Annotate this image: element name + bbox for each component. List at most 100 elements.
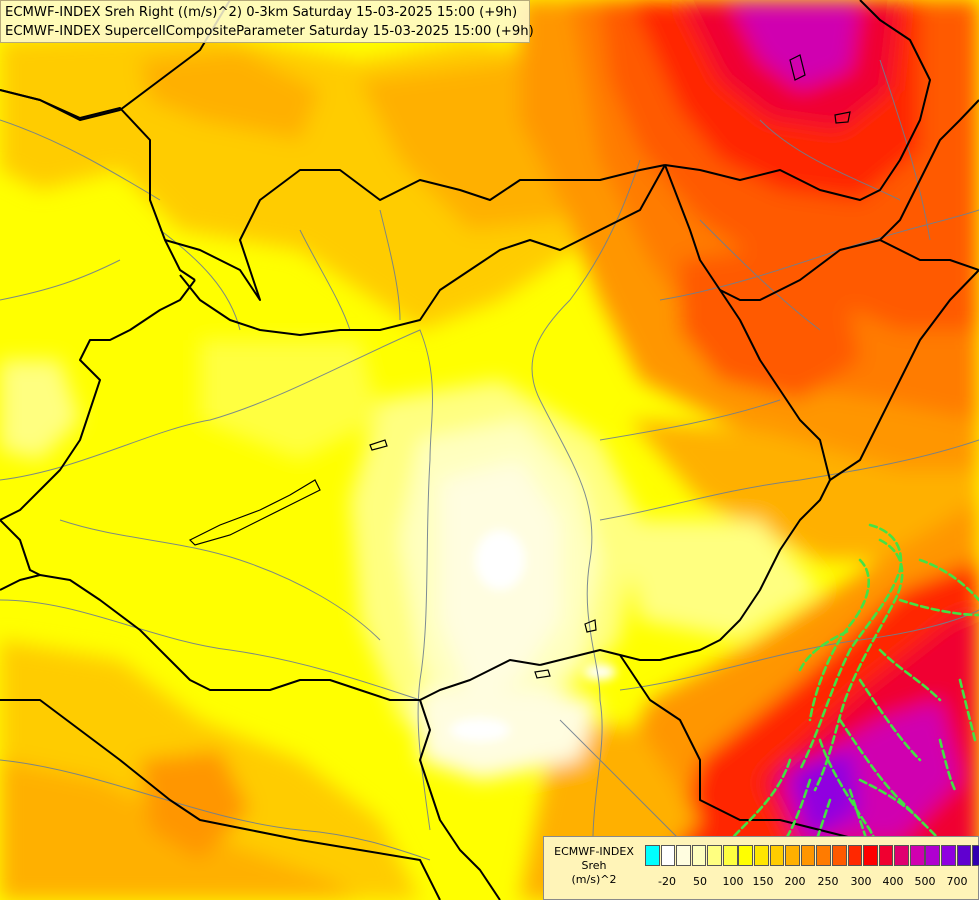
legend-tick-2: 100 bbox=[722, 875, 744, 888]
legend-title: ECMWF-INDEX Sreh (m/s)^2 bbox=[544, 845, 644, 887]
field-sw-dark bbox=[140, 750, 250, 860]
legend-swatch-14 bbox=[863, 845, 878, 866]
legend-tick-7: 400 bbox=[882, 875, 904, 888]
legend-swatch-18 bbox=[925, 845, 941, 866]
legend-swatch-6 bbox=[738, 845, 754, 866]
title-line-2: ECMWF-INDEX SupercellCompositeParameter … bbox=[5, 24, 534, 39]
lake-small-5 bbox=[584, 619, 597, 633]
legend-swatch-20 bbox=[956, 845, 972, 866]
lake-small-4 bbox=[534, 669, 551, 679]
field-w-light bbox=[0, 360, 80, 460]
scp-contour-8 bbox=[838, 718, 942, 842]
river-west-b bbox=[59, 519, 381, 641]
legend-swatch-11 bbox=[816, 845, 832, 866]
legend-tick-6: 300 bbox=[850, 875, 872, 888]
legend-swatch-0 bbox=[645, 845, 660, 866]
scp-contour-16 bbox=[798, 628, 852, 672]
scp-contour-15 bbox=[938, 738, 957, 792]
scp-contour-7 bbox=[858, 678, 922, 762]
legend-swatch-5 bbox=[722, 845, 738, 866]
border-slovakia-hungary bbox=[179, 164, 666, 336]
legend-swatch-12 bbox=[831, 845, 847, 866]
border-romania-moldova bbox=[879, 99, 979, 241]
title-line-1: ECMWF-INDEX Sreh Right ((m/s)^2) 0-3km S… bbox=[5, 5, 518, 20]
border-serbia-croatia bbox=[419, 699, 501, 900]
border-hungary-romania bbox=[539, 289, 831, 666]
field-e-orange bbox=[630, 420, 979, 560]
field-east-red bbox=[680, 250, 860, 400]
scp-contour-6 bbox=[878, 648, 942, 702]
border-hungary-serbia bbox=[419, 659, 541, 701]
river-sava bbox=[0, 759, 431, 861]
legend-swatch-15 bbox=[878, 845, 894, 866]
river-south-b bbox=[559, 719, 681, 841]
lake-small-1 bbox=[369, 439, 388, 451]
legend-swatch-13 bbox=[847, 845, 863, 866]
river-hron bbox=[379, 209, 401, 321]
rivers bbox=[0, 59, 979, 900]
legend-swatch-16 bbox=[894, 845, 909, 866]
field-s-cream bbox=[420, 690, 600, 780]
legend-tick-5: 250 bbox=[817, 875, 839, 888]
legend-title-unit: (m/s)^2 bbox=[571, 873, 617, 886]
field-whites bbox=[450, 530, 616, 742]
legend-swatch-9 bbox=[785, 845, 800, 866]
legend-swatch-8 bbox=[769, 845, 785, 866]
lake-balaton bbox=[188, 479, 321, 546]
field-e-light bbox=[620, 520, 820, 640]
legend-tick-0: -20 bbox=[658, 875, 676, 888]
river-vah bbox=[299, 229, 351, 331]
field-nw-amber bbox=[140, 50, 320, 140]
legend-swatch-2 bbox=[676, 845, 691, 866]
legend-tick-3: 150 bbox=[752, 875, 774, 888]
legend-tick-4: 200 bbox=[784, 875, 806, 888]
border-slovenia-croatia bbox=[0, 519, 41, 576]
river-prut bbox=[879, 59, 931, 241]
river-west-a bbox=[0, 119, 161, 201]
legend-title-model: ECMWF-INDEX bbox=[554, 845, 634, 858]
border-ukraine-north bbox=[664, 0, 931, 201]
field-ne-magenta bbox=[730, 0, 860, 90]
legend-swatch-7 bbox=[754, 845, 769, 866]
river-morava bbox=[159, 229, 241, 331]
river-koros bbox=[599, 399, 781, 441]
border-bosnia bbox=[0, 699, 441, 900]
legend-swatch-3 bbox=[691, 845, 707, 866]
legend-swatch-21 bbox=[972, 845, 979, 866]
river-east-a bbox=[759, 119, 901, 201]
scp-contour-1 bbox=[798, 523, 903, 772]
river-south-a bbox=[619, 609, 979, 691]
legend-tick-1: 50 bbox=[693, 875, 707, 888]
river-danube-upper bbox=[0, 329, 433, 831]
scp-contour-14 bbox=[958, 678, 977, 742]
border-austria-hungary bbox=[0, 279, 196, 521]
river-maros bbox=[599, 439, 979, 521]
river-east-b bbox=[699, 219, 821, 331]
legend-tick-9: 700 bbox=[946, 875, 968, 888]
scp-contour-2 bbox=[813, 538, 904, 792]
legend-tick-8: 500 bbox=[914, 875, 936, 888]
scp-contour-3 bbox=[808, 558, 870, 722]
lake-small-3 bbox=[834, 111, 851, 124]
field-white-spot-1 bbox=[450, 718, 510, 742]
legend-swatch-17 bbox=[909, 845, 925, 866]
river-drava bbox=[0, 599, 421, 701]
legend-ticks: -20 50 100 150 200 250 300 400 500 700 bbox=[645, 875, 975, 889]
legend-swatch-1 bbox=[660, 845, 676, 866]
legend-swatch-19 bbox=[940, 845, 956, 866]
legend-title-param: Sreh bbox=[581, 859, 607, 872]
color-legend: ECMWF-INDEX Sreh (m/s)^2 -20 50 100 150 200 2… bbox=[543, 836, 979, 900]
legend-swatches bbox=[645, 845, 979, 866]
lakes bbox=[188, 54, 851, 679]
scp-contour-4 bbox=[918, 558, 979, 602]
scp-contour-13 bbox=[848, 788, 882, 882]
legend-swatch-4 bbox=[707, 845, 722, 866]
field-white-spot-3 bbox=[584, 664, 616, 680]
legend-swatch-10 bbox=[800, 845, 816, 866]
field-se-purple bbox=[790, 750, 860, 840]
scp-contour-17 bbox=[858, 778, 922, 822]
border-slovakia-poland bbox=[164, 164, 666, 301]
